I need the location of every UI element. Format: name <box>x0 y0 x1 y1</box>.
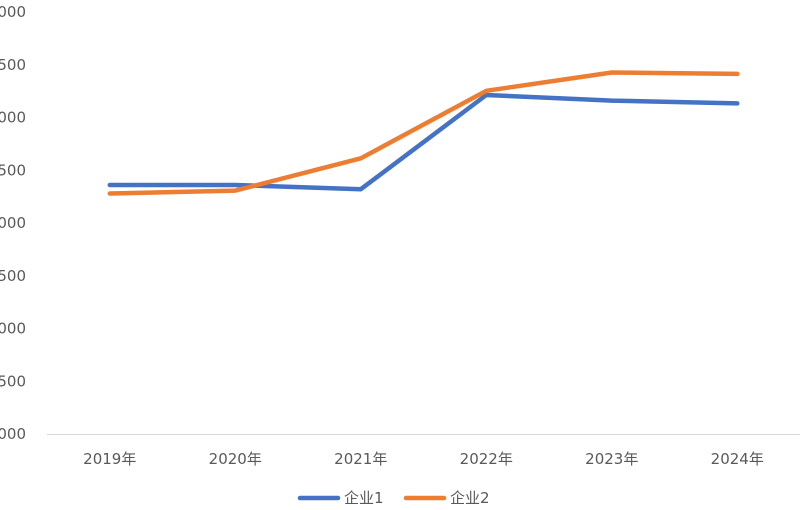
y-tick-label: 000 <box>0 320 26 338</box>
y-tick-label: 000 <box>0 425 26 443</box>
series-line-1 <box>107 92 740 192</box>
x-tick-label: 2024年 <box>711 450 764 468</box>
y-tick-label: 000 <box>0 3 26 21</box>
x-axis-ticks: 2019年 2020年 2021年 2022年 2023年 2024年 <box>83 450 764 468</box>
x-tick-label: 2020年 <box>209 450 262 468</box>
legend-label-2: 企业2 <box>450 489 490 507</box>
y-axis-ticks: 000 500 000 500 000 500 000 500 000 <box>0 3 26 443</box>
x-tick-label: 2021年 <box>334 450 387 468</box>
x-tick-label: 2023年 <box>585 450 638 468</box>
x-tick-label: 2022年 <box>460 450 513 468</box>
legend-label-1: 企业1 <box>344 489 384 507</box>
series-line-2 <box>107 70 740 196</box>
x-tick-label: 2019年 <box>83 450 136 468</box>
legend: 企业1 企业2 <box>297 489 490 507</box>
y-tick-label: 500 <box>0 372 26 390</box>
y-tick-label: 500 <box>0 267 26 285</box>
y-tick-label: 000 <box>0 109 26 127</box>
y-tick-label: 000 <box>0 214 26 232</box>
y-tick-label: 500 <box>0 161 26 179</box>
series-lines <box>107 70 740 196</box>
y-tick-label: 500 <box>0 56 26 74</box>
